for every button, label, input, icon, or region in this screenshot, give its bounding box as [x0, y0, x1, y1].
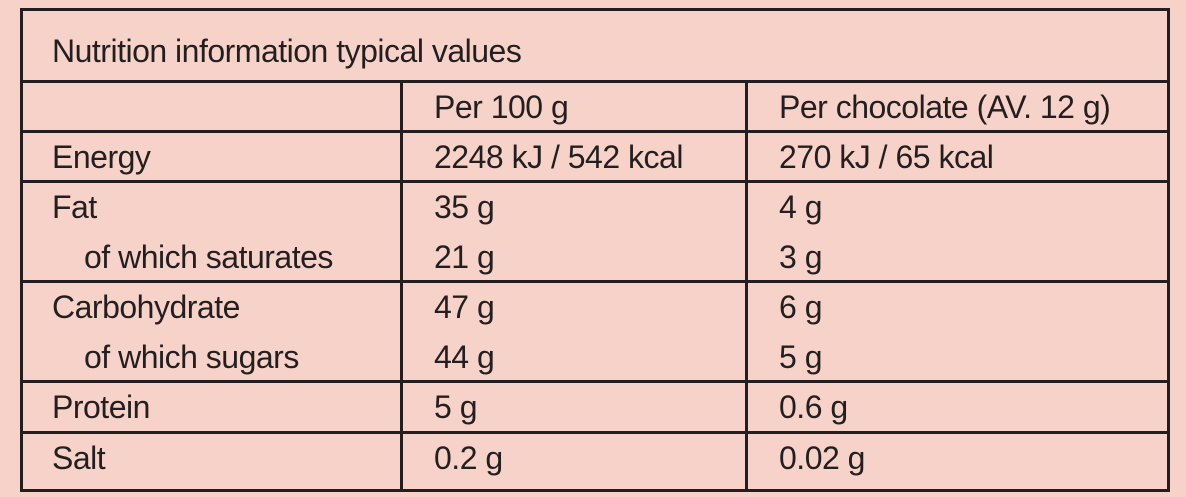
- energy-per-100g: 2248 kJ / 542 kcal: [434, 139, 683, 175]
- column-divider-2: [745, 83, 748, 489]
- table-title: Nutrition information typical values: [52, 33, 522, 69]
- fat-per-chocolate: 4 g: [779, 189, 822, 225]
- row-label-sugars: of which sugars: [84, 339, 299, 375]
- protein-per-100g: 5 g: [434, 389, 477, 425]
- row-label-fat: Fat: [52, 189, 97, 225]
- column-header-per-100g: Per 100 g: [434, 89, 569, 125]
- row-label-saturates: of which saturates: [84, 239, 333, 275]
- carbohydrate-divider: [23, 380, 1167, 383]
- salt-per-chocolate: 0.02 g: [779, 440, 865, 476]
- sugars-per-100g: 44 g: [434, 339, 495, 375]
- fat-divider: [23, 280, 1167, 283]
- fat-per-100g: 35 g: [434, 189, 495, 225]
- energy-per-chocolate: 270 kJ / 65 kcal: [779, 139, 994, 175]
- row-label-salt: Salt: [52, 440, 106, 476]
- nutrition-table: Nutrition information typical values Per…: [20, 8, 1170, 492]
- carbohydrate-per-chocolate: 6 g: [779, 289, 822, 325]
- protein-divider: [23, 431, 1167, 434]
- salt-per-100g: 0.2 g: [434, 440, 503, 476]
- title-divider: [23, 80, 1167, 83]
- energy-divider: [23, 180, 1167, 183]
- row-label-protein: Protein: [52, 389, 150, 425]
- column-divider-1: [400, 83, 403, 489]
- header-divider: [23, 130, 1167, 133]
- protein-per-chocolate: 0.6 g: [779, 389, 848, 425]
- row-label-carbohydrate: Carbohydrate: [52, 289, 240, 325]
- carbohydrate-per-100g: 47 g: [434, 289, 495, 325]
- row-label-energy: Energy: [52, 139, 151, 175]
- saturates-per-chocolate: 3 g: [779, 239, 822, 275]
- column-header-per-chocolate: Per chocolate (AV. 12 g): [779, 89, 1111, 125]
- saturates-per-100g: 21 g: [434, 239, 495, 275]
- sugars-per-chocolate: 5 g: [779, 339, 822, 375]
